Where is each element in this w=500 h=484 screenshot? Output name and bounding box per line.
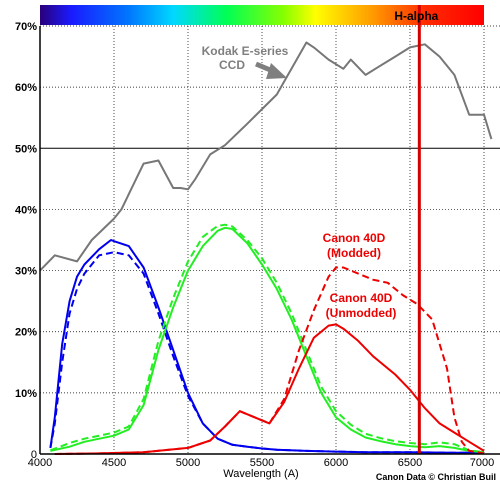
kodak-arrow [255, 61, 287, 79]
x-tick-label: 4000 [28, 457, 52, 469]
credit-text: Canon Data © Christian Buil [376, 472, 496, 482]
plot-area [40, 26, 500, 454]
series-line-6 [54, 266, 485, 455]
kodak-annotation-line2: CCD [219, 58, 245, 72]
canon-modded-label-line2: (Modded) [327, 246, 381, 260]
h-alpha-label: H-alpha [394, 9, 438, 23]
y-tick-label: 40% [15, 204, 37, 216]
y-tick-label: 10% [15, 388, 37, 400]
spectrum-bar [40, 5, 484, 25]
x-tick-label: 4500 [102, 457, 126, 469]
y-tick-label: 20% [15, 327, 37, 339]
series-line-2 [49, 251, 484, 454]
kodak-annotation-line1: Kodak E-series [202, 44, 289, 58]
y-axis: 0 10% 20% 30% 40% 50% 60% 70% [15, 21, 37, 461]
canon-unmodded-label-line2: (Unmodded) [326, 306, 397, 320]
grid [39, 25, 500, 454]
series-line-5 [54, 323, 485, 455]
y-tick-label: 50% [15, 143, 37, 155]
series-line-0 [39, 41, 493, 272]
y-tick-label: 30% [15, 266, 37, 278]
y-tick-label: 70% [15, 21, 37, 33]
x-tick-label: 6500 [398, 457, 422, 469]
y-tick-label: 0 [31, 449, 37, 461]
series-line-4 [50, 223, 485, 454]
x-tick-label: 7000 [470, 457, 494, 469]
x-axis-label: Wavelength (A) [223, 468, 298, 480]
series-line-3 [50, 226, 485, 454]
canon-unmodded-label-line1: Canon 40D [330, 291, 393, 305]
x-axis: 4000 4500 5000 5500 6000 6500 7000 [28, 457, 494, 469]
x-tick-label: 5000 [176, 457, 200, 469]
y-tick-label: 60% [15, 82, 37, 94]
canon-modded-label-line1: Canon 40D [323, 231, 386, 245]
series-lines [39, 41, 493, 455]
x-tick-label: 6000 [324, 457, 348, 469]
x-tick-label: 5500 [250, 457, 274, 469]
